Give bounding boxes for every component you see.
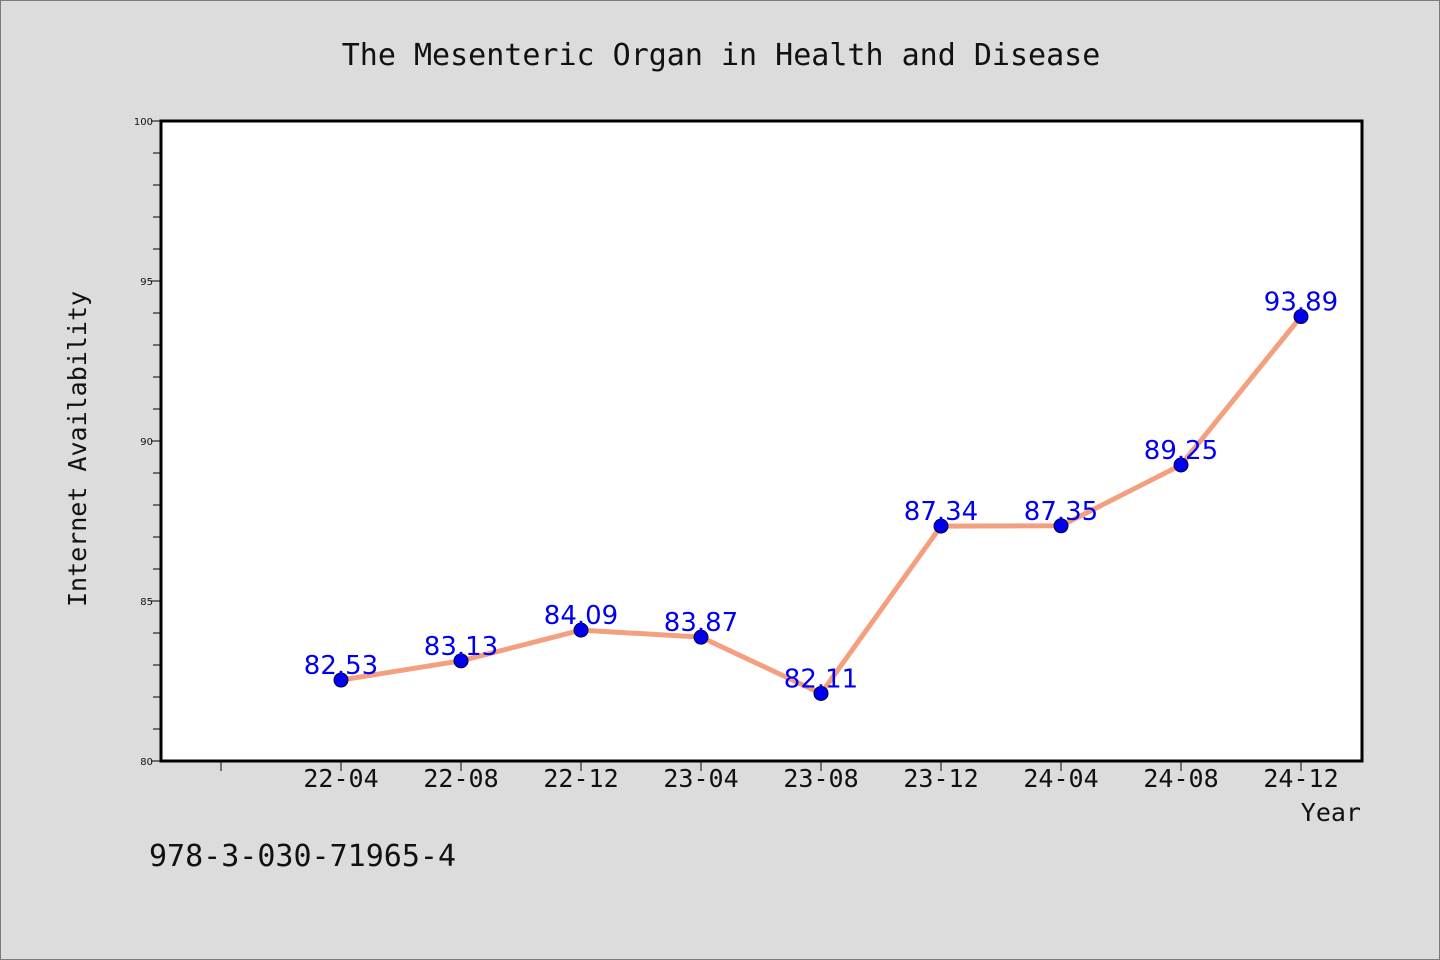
x-tick-label: 24-04 xyxy=(1023,764,1098,793)
y-tick-label: 90 xyxy=(140,437,153,448)
chart-title: The Mesenteric Organ in Health and Disea… xyxy=(342,38,1101,73)
data-point xyxy=(1173,457,1189,473)
y-axis-label: Internet Availability xyxy=(63,291,92,607)
data-label: 93.89 xyxy=(1264,288,1338,318)
y-axis: 80 85 90 95 100 xyxy=(134,117,161,768)
x-tick-label: 23-12 xyxy=(903,764,978,793)
x-tick-label: 22-12 xyxy=(543,764,618,793)
data-label: 87.35 xyxy=(1024,497,1098,527)
data-label: 83.13 xyxy=(424,632,498,662)
footer-code: 978-3-030-71965-4 xyxy=(149,839,456,874)
y-tick-label: 85 xyxy=(140,597,153,608)
data-point xyxy=(693,629,709,645)
y-tick-label: 95 xyxy=(140,277,153,288)
data-label: 84.09 xyxy=(544,601,618,631)
x-tick-label: 24-08 xyxy=(1143,764,1218,793)
data-point xyxy=(1053,518,1069,534)
x-tick-label: 23-04 xyxy=(663,764,738,793)
x-tick-label: 22-04 xyxy=(303,764,378,793)
x-tick-label: 22-08 xyxy=(423,764,498,793)
data-label: 89.25 xyxy=(1144,436,1218,466)
x-tick-label: 23-08 xyxy=(783,764,858,793)
data-point xyxy=(933,518,949,534)
y-tick-label: 100 xyxy=(134,117,153,128)
data-label: 82.11 xyxy=(784,664,858,694)
x-tick-label: 24-12 xyxy=(1263,764,1338,793)
data-label: 83.87 xyxy=(664,608,738,638)
y-tick-label: 80 xyxy=(140,757,153,768)
data-point xyxy=(1293,309,1309,325)
data-label: 87.34 xyxy=(904,497,978,527)
data-point xyxy=(573,622,589,638)
data-point xyxy=(813,685,829,701)
series-layer: 82.53 83.13 84.09 83.87 82.11 87.34 87.35 89.25… xyxy=(304,288,1338,701)
data-label: 82.53 xyxy=(304,651,378,681)
data-point xyxy=(333,672,349,688)
data-point xyxy=(453,653,469,669)
x-axis-label: Year xyxy=(1301,798,1361,827)
x-axis: 22-04 22-08 22-12 23-04 23-08 23-12 24-04 24-08… xyxy=(220,761,1339,793)
plot-area xyxy=(159,119,1364,763)
